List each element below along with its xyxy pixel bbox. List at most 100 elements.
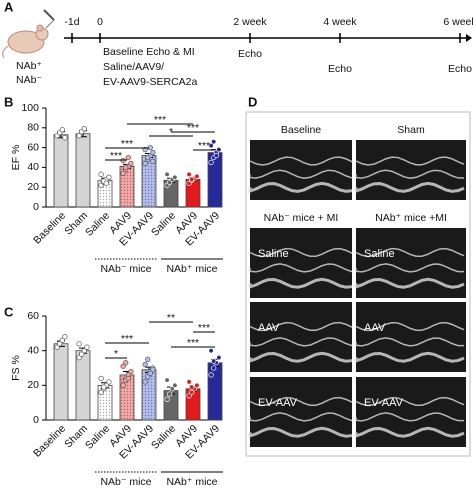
data-point [128,160,134,167]
y-axis-label: FS % [10,355,22,381]
panel-label: A [4,0,14,14]
data-point [101,384,107,390]
echo-row-label: EV-AAV [258,397,298,409]
significance-label: ** [167,312,175,324]
echo-trace [248,426,353,439]
data-point [123,360,129,366]
data-point [211,139,217,145]
data-point [54,344,60,350]
echo-trace [249,412,353,422]
echo-label: Echo [328,63,352,75]
timeline-arrow [466,34,472,42]
bar [75,133,91,208]
data-point [169,386,175,392]
y-tick-label: 20 [27,379,39,391]
data-point [57,341,63,347]
time-label: 4 week [323,16,357,28]
x-tick-label: Saline [83,423,112,452]
data-point [194,382,200,388]
echo-trace [248,277,353,290]
echo-row-label: AAV [258,322,280,334]
y-tick-label: 40 [27,344,39,356]
echo-label: Echo [448,63,472,75]
echo-row-label: AAV [364,322,386,334]
x-tick-label: Saline [149,423,178,452]
echo-trace [249,337,353,347]
bar [53,134,69,208]
group-label: NAb⁺ mice [166,263,217,275]
data-point [150,149,156,156]
data-point [213,152,219,159]
echo-trace [248,351,353,364]
echo-trace [355,412,465,422]
significance-label: *** [187,122,199,134]
data-point [172,382,178,388]
significance-label: * [114,348,118,360]
echo-trace [249,169,353,179]
y-axis-label: EF % [10,145,22,171]
bar [53,343,69,421]
data-point [208,159,214,166]
data-point [81,126,87,132]
y-tick-label: 100 [21,102,39,114]
echo-trace [355,321,465,332]
echo-trace [248,181,353,194]
data-point [167,391,173,397]
data-point [59,337,65,343]
data-point [76,133,82,139]
echo-trace [355,263,465,273]
echo-group-label: NAb⁺ mice +MI [375,212,447,224]
y-tick-label: 0 [33,201,39,213]
data-point [106,379,112,385]
data-point [79,351,85,357]
procedure-label: EV-AAV9-SERCA2a [103,76,198,88]
data-point [208,372,214,378]
data-point [211,365,217,371]
data-point [120,363,126,369]
y-tick-label: 0 [33,414,39,426]
time-label: -1d [64,16,79,28]
echo-trace [355,169,465,179]
data-point [189,384,195,390]
data-point [120,382,126,388]
data-point [98,375,104,382]
panel-label: D [248,94,257,109]
data-point [123,164,129,171]
data-point [62,334,68,340]
time-label: 2 week [233,16,267,28]
time-label: 6 week [443,16,473,28]
data-point [164,171,170,177]
data-point [76,341,82,347]
data-point [84,344,90,350]
data-point [145,374,151,380]
echo-group-label: NAb⁻ mice + MI [264,212,339,224]
bar [75,350,91,421]
data-point [145,356,151,362]
group-label: NAb⁺ mice [166,476,217,488]
data-point [59,127,65,133]
significance-label: *** [121,138,133,150]
significance-label: *** [198,140,210,152]
data-point [106,174,112,180]
data-point [128,368,134,375]
data-point [120,170,126,176]
data-point [216,146,222,153]
y-tick-label: 60 [27,310,39,322]
echo-trace [249,321,353,332]
significance-label: *** [110,150,122,162]
echo-trace [249,247,353,258]
data-point [186,393,192,399]
y-tick-label: 60 [27,141,39,153]
echo-row-label: Saline [364,248,395,260]
mouse-icon [2,9,55,59]
echo-row-label: EV-AAV [364,397,404,409]
x-tick-label: Saline [149,210,178,239]
data-point [172,174,178,180]
echo-trace [354,181,465,194]
echo-trace [354,351,465,364]
echo-trace [354,277,465,290]
echo-trace [355,247,465,258]
significance-label: *** [154,114,166,126]
significance-label: *** [121,333,133,345]
